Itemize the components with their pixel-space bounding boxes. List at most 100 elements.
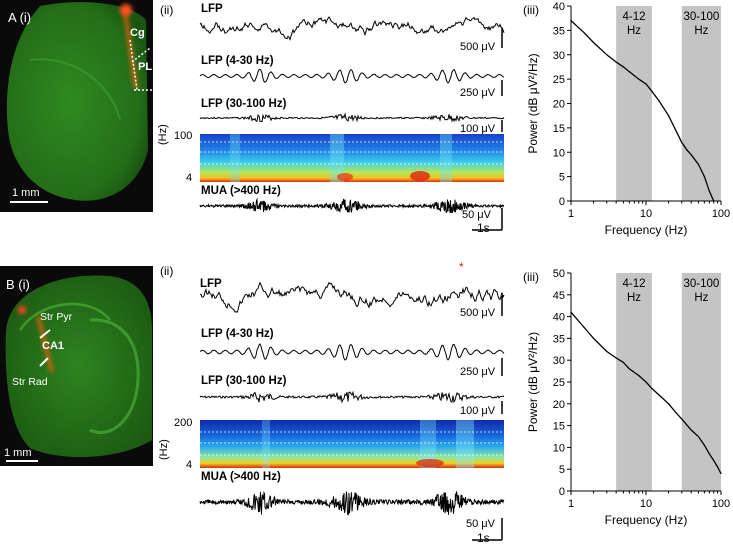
- sub-label-a-ii: (ii): [160, 3, 173, 17]
- scale-label-lfp-b: 500 μV: [460, 307, 496, 319]
- trace-4-30-a: [199, 68, 505, 84]
- data-point: [583, 32, 585, 34]
- histology-image-a: [0, 0, 153, 212]
- band-label: Hz: [627, 292, 641, 304]
- data-point: [667, 115, 670, 117]
- scale-label-mua-a: 50 μV: [462, 209, 492, 221]
- trace-lfp-b: [199, 281, 505, 314]
- chart-sub-label: (iii): [523, 270, 539, 284]
- trace-label-mua-a: MUA (>400 Hz): [201, 185, 281, 197]
- trace-label-lfp-b: LFP: [200, 278, 222, 290]
- y-tick-label: 10: [553, 147, 565, 159]
- data-point: [615, 357, 617, 359]
- data-point: [675, 411, 677, 414]
- data-point: [628, 71, 630, 73]
- scale-label-mua-b: 50 μV: [466, 518, 496, 530]
- sub-label-b-ii: (ii): [160, 264, 173, 278]
- band-label: 30-100: [683, 278, 719, 290]
- region-label-str-pyr: Str Pyr: [40, 311, 73, 323]
- band-label: 30-100: [683, 11, 719, 23]
- region-label-cg: Cg: [130, 27, 145, 39]
- spec-bottom-b: 4: [186, 459, 192, 471]
- spectrogram-a: [200, 134, 504, 182]
- band-label: 4-12: [623, 11, 646, 23]
- data-point: [708, 190, 710, 192]
- x-tick-label: 100: [712, 498, 730, 510]
- y-axis-label: Power (dB μV²/Hz): [526, 53, 540, 153]
- data-point: [570, 20, 572, 22]
- scale-label-30-100-a: 100 μV: [460, 123, 496, 135]
- frequency-band: [681, 273, 721, 491]
- data-point: [713, 459, 715, 462]
- y-tick-label: 20: [553, 399, 565, 411]
- trace-30-100-b: [199, 390, 505, 404]
- histology-image-b: [0, 266, 153, 466]
- data-point: [622, 66, 625, 68]
- scale-label-30-100-b: 100 μV: [460, 405, 496, 417]
- x-tick-label: 1: [568, 498, 574, 510]
- y-tick-label: 35: [553, 333, 565, 345]
- scale-label-time-b: 1s: [477, 531, 490, 545]
- spec-top-b: 200: [174, 417, 192, 429]
- band-label: Hz: [627, 25, 641, 37]
- data-point: [638, 78, 640, 80]
- trace-4-30-b: [199, 343, 505, 361]
- data-point: [703, 444, 705, 446]
- data-point: [651, 387, 653, 390]
- y-tick-label: 30: [553, 355, 565, 367]
- y-axis-label: Power (dB μV²/Hz): [526, 332, 540, 432]
- data-point: [592, 41, 595, 44]
- trace-mua-a: [199, 197, 505, 214]
- data-point: [703, 176, 705, 178]
- data-point: [606, 54, 608, 56]
- spec-unit-a: (Hz): [157, 124, 169, 145]
- power-spectrum-chart-a: (iii) 4-12 Hz 30-100 Hz 0 5 10 15 20 25 30 35 40 1 10 10…: [523, 1, 730, 237]
- event-marker-b: *: [459, 260, 464, 274]
- spectrogram-b: [200, 420, 504, 468]
- data-point: [583, 326, 585, 329]
- data-point: [570, 311, 572, 313]
- frequency-band: [681, 6, 721, 201]
- y-tick-label: 30: [553, 50, 565, 62]
- trace-mua-b: [199, 490, 505, 516]
- scale-label-time-a: 1s: [477, 221, 490, 235]
- frequency-band: [616, 6, 652, 201]
- power-spectrum-chart-b: (iii) 4-12 Hz 30-100 Hz 0 5 10 15 20 25 30 35 40 45 50 1…: [523, 268, 730, 527]
- y-tick-label: 25: [553, 377, 565, 389]
- data-point: [708, 453, 710, 455]
- y-tick-label: 0: [559, 196, 565, 208]
- data-point: [713, 200, 715, 202]
- data-point: [681, 141, 683, 144]
- y-tick-label: 35: [553, 25, 565, 37]
- data-point: [645, 83, 647, 85]
- x-tick-label: 10: [640, 208, 652, 220]
- y-tick-label: 40: [553, 312, 565, 324]
- chart-sub-label: (iii): [523, 3, 539, 17]
- data-point: [638, 374, 640, 377]
- data-point: [622, 361, 625, 363]
- y-tick-label: 50: [553, 268, 565, 280]
- power-spectrum-line: [570, 20, 715, 202]
- spec-top-a: 100: [174, 130, 192, 142]
- spec-unit-b: (Hz): [158, 439, 170, 460]
- x-tick-label: 1: [568, 208, 574, 220]
- data-point: [592, 337, 595, 339]
- band-label: Hz: [694, 25, 708, 37]
- data-point: [675, 129, 677, 131]
- data-point: [651, 90, 653, 92]
- y-tick-label: 25: [553, 74, 565, 86]
- data-point: [615, 61, 617, 63]
- trace-30-100-a: [199, 112, 505, 123]
- scale-label-4-30-b: 250 μV: [460, 366, 496, 378]
- spec-bottom-a: 4: [186, 172, 192, 184]
- x-tick-label: 10: [640, 498, 652, 510]
- panel-label-a: A (i): [8, 10, 31, 25]
- trace-lfp-a: [199, 16, 505, 41]
- region-label-pl: PL: [138, 61, 152, 73]
- x-axis-label: Frequency (Hz): [605, 223, 688, 237]
- trace-label-4-30-b: LFP (4-30 Hz): [201, 328, 274, 340]
- trace-label-lfp-a: LFP: [201, 3, 223, 15]
- scale-label-a: 1 mm: [12, 187, 40, 199]
- trace-label-30-100-a: LFP (30-100 Hz): [201, 98, 287, 110]
- x-axis-label: Frequency (Hz): [605, 513, 688, 527]
